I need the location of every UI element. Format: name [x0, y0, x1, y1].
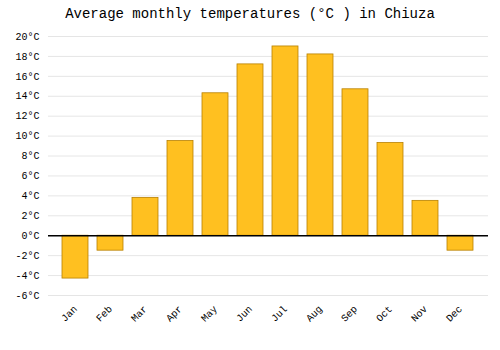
- svg-text:10°C: 10°C: [15, 131, 39, 142]
- svg-text:2°C: 2°C: [21, 211, 39, 222]
- svg-text:Aug: Aug: [304, 304, 325, 325]
- svg-text:Jul: Jul: [269, 304, 290, 325]
- svg-text:Jun: Jun: [234, 304, 255, 325]
- svg-text:16°C: 16°C: [15, 72, 39, 83]
- svg-text:-4°C: -4°C: [15, 271, 39, 282]
- svg-text:8°C: 8°C: [21, 151, 39, 162]
- svg-text:Feb: Feb: [94, 304, 115, 325]
- svg-text:-2°C: -2°C: [15, 251, 39, 262]
- svg-text:Nov: Nov: [409, 304, 430, 325]
- svg-text:Oct: Oct: [374, 304, 395, 325]
- svg-text:-6°C: -6°C: [15, 291, 39, 302]
- svg-text:Dec: Dec: [444, 304, 465, 325]
- svg-text:14°C: 14°C: [15, 91, 39, 102]
- svg-text:May: May: [199, 304, 220, 325]
- html-text:Average monthly temperatures (: Average monthly temperatures (°C ) in Ch…: [65, 6, 435, 22]
- svg-text:Sep: Sep: [339, 304, 360, 325]
- svg-text:20°C: 20°C: [15, 32, 39, 43]
- svg-text:Jan: Jan: [59, 304, 80, 325]
- svg-text:4°C: 4°C: [21, 191, 39, 202]
- svg-text:Apr: Apr: [164, 304, 185, 325]
- svg-text:0°C: 0°C: [21, 231, 39, 242]
- svg-text:Mar: Mar: [129, 304, 150, 325]
- svg-text:12°C: 12°C: [15, 111, 39, 122]
- svg-text:18°C: 18°C: [15, 52, 39, 63]
- svg-text:6°C: 6°C: [21, 171, 39, 182]
